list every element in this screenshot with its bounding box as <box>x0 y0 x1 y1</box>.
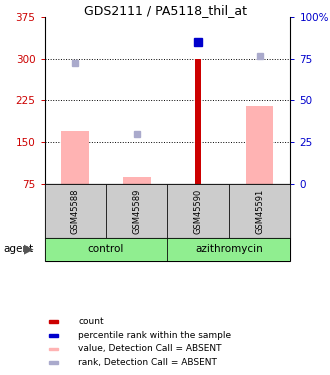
Bar <box>167 184 229 238</box>
Text: GSM45588: GSM45588 <box>71 188 80 234</box>
Text: rank, Detection Call = ABSENT: rank, Detection Call = ABSENT <box>78 358 217 367</box>
Bar <box>61 131 89 184</box>
Bar <box>246 106 274 184</box>
Text: value, Detection Call = ABSENT: value, Detection Call = ABSENT <box>78 345 222 354</box>
Bar <box>49 361 58 364</box>
Bar <box>45 184 106 238</box>
Bar <box>49 334 58 337</box>
Text: GSM45591: GSM45591 <box>255 188 264 234</box>
Bar <box>45 238 167 261</box>
Bar <box>123 177 150 184</box>
Bar <box>49 348 58 350</box>
Text: GDS2111 / PA5118_thil_at: GDS2111 / PA5118_thil_at <box>83 4 247 18</box>
Bar <box>106 184 167 238</box>
Text: control: control <box>88 244 124 254</box>
Bar <box>229 184 290 238</box>
Text: percentile rank within the sample: percentile rank within the sample <box>78 331 231 340</box>
Text: GSM45589: GSM45589 <box>132 188 141 234</box>
Text: ▶: ▶ <box>24 243 33 256</box>
Bar <box>195 58 201 184</box>
Text: GSM45590: GSM45590 <box>194 188 203 234</box>
Bar <box>49 321 58 323</box>
Text: azithromycin: azithromycin <box>195 244 263 254</box>
Bar <box>167 238 290 261</box>
Text: agent: agent <box>3 244 33 254</box>
Text: count: count <box>78 317 104 326</box>
